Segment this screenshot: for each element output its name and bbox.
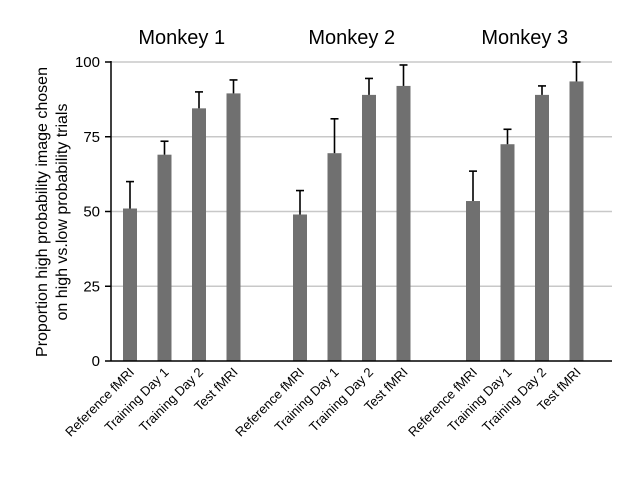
bar-1-3: [192, 108, 206, 361]
y-axis-title-line-2: on high vs.low probability trials: [54, 104, 71, 321]
error-bars: [126, 61, 581, 215]
bar-2-4: [396, 85, 411, 362]
bar-3-2: [500, 144, 515, 361]
y-tick-label: 75: [83, 129, 100, 146]
y-axis-title-line-1: Proportion high probability image chosen: [34, 67, 51, 357]
bar-3-3: [535, 94, 549, 361]
y-tick-label: 100: [75, 54, 100, 71]
bar-2-3: [362, 94, 376, 361]
axes: [105, 61, 612, 362]
bar-3-4: [569, 81, 584, 361]
bar-1-4: [226, 93, 241, 362]
panel-title-monkey-1: Monkey 1: [138, 27, 225, 49]
bar-2-1: [293, 214, 307, 361]
y-axis-title: Proportion high probability image chosen…: [34, 67, 71, 357]
panel-title-monkey-2: Monkey 2: [308, 27, 395, 49]
bar-1-1: [123, 208, 137, 361]
bars: [123, 81, 584, 362]
y-tick-label: 50: [83, 204, 100, 221]
bar-3-1: [466, 201, 480, 361]
y-tick-label: 25: [83, 278, 100, 295]
y-tick-label: 0: [92, 353, 100, 370]
bar-2-2: [327, 153, 342, 361]
panel-title-monkey-3: Monkey 3: [481, 27, 568, 49]
bar-1-2: [157, 154, 172, 361]
